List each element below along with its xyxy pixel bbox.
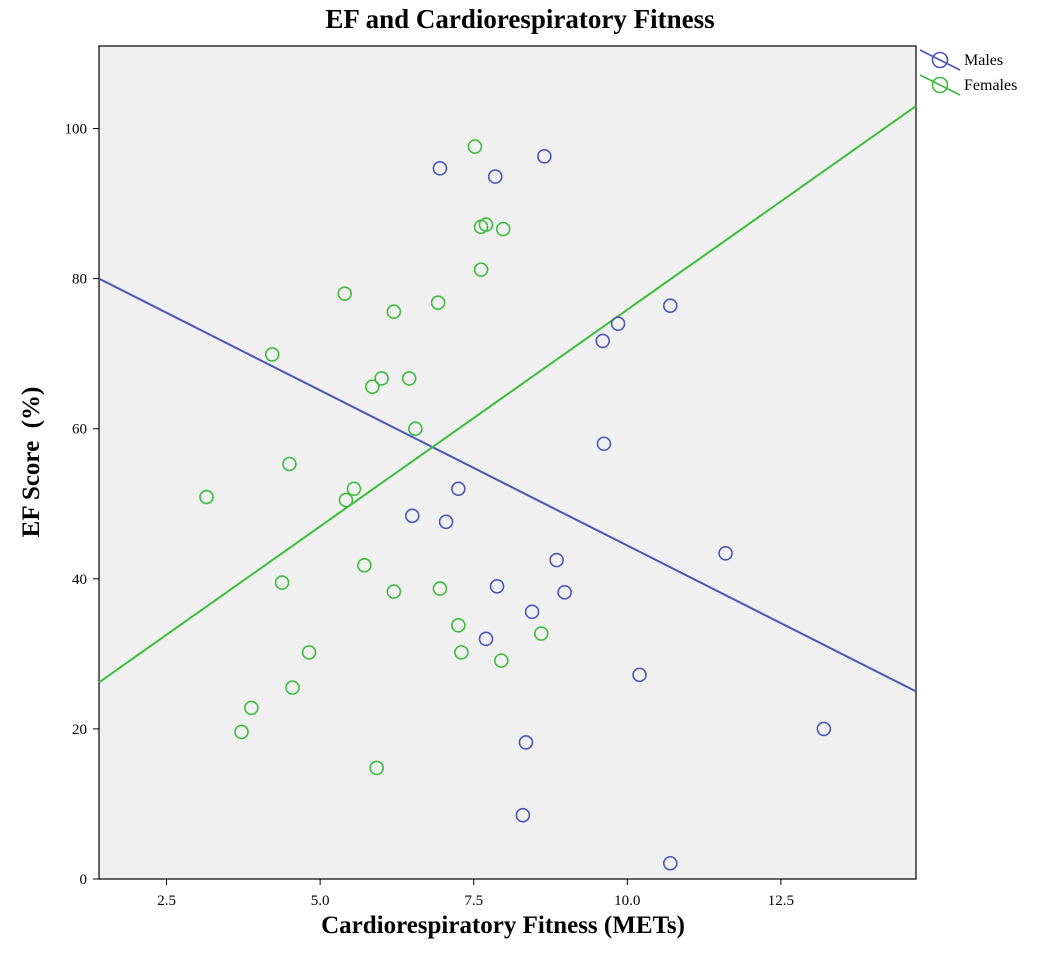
point-females [357,558,372,573]
point-males [596,436,612,452]
y-tick-label: 40 [72,572,87,588]
y-tick-label: 100 [65,122,88,138]
data-points [199,139,832,871]
point-females [369,760,384,776]
y-axis-ticks: 0 20 40 60 80 100 [65,122,99,888]
point-males [816,721,832,737]
y-tick-label: 20 [72,722,87,738]
point-females [432,581,448,596]
point-females [264,347,280,362]
point-females [451,618,466,633]
point-females [285,680,300,695]
point-males [557,585,572,600]
point-males [595,333,611,349]
legend-marker-males [931,51,949,69]
point-males [489,579,505,594]
point-females [234,724,249,740]
point-females [478,217,494,232]
point-females [495,221,511,237]
point-males [518,735,534,750]
point-males [632,667,647,683]
point-females [430,295,446,310]
legend: Males Females [919,49,1017,96]
point-males [515,807,531,823]
fit-line-males [98,277,917,693]
point-males [662,298,678,313]
legend-marker-females [931,76,949,94]
point-females [365,379,380,395]
x-axis-ticks: 2.5 5.0 7.5 10.0 12.5 [157,879,794,909]
point-females [337,286,353,301]
point-females [473,262,489,277]
point-females [533,626,549,641]
chart-title: EF and Cardiorespiratory Fitness [325,4,715,34]
legend-line-females [919,74,961,96]
point-males [610,316,626,331]
point-females [274,575,290,590]
point-females [467,139,483,154]
y-axis-label: EF Score (%) [18,386,45,538]
point-males [549,552,564,568]
point-males [478,631,494,647]
y-tick-label: 60 [72,422,87,438]
point-males [524,604,540,620]
point-males [451,481,466,497]
point-males [537,149,552,164]
x-tick-label: 12.5 [768,893,794,909]
point-females [401,371,417,386]
point-males [718,546,733,561]
legend-line-males [919,49,961,71]
point-females [386,304,402,319]
point-females [199,489,214,505]
x-tick-label: 2.5 [157,893,176,909]
x-axis-label: Cardiorespiratory Fitness (METs) [321,912,685,939]
x-tick-label: 7.5 [464,893,483,909]
fit-lines [98,105,917,693]
point-males [438,514,454,530]
point-males [662,855,678,871]
point-females [386,584,402,599]
legend-label-males: Males [964,52,1003,69]
y-tick-label: 80 [72,272,87,288]
point-females [301,645,317,660]
plot-area [98,45,917,880]
point-females [346,481,362,497]
point-females [408,421,423,437]
legend-label-females: Females [964,77,1017,94]
point-males [487,169,503,184]
point-males [404,508,420,524]
point-males [432,161,448,176]
y-tick-label: 0 [80,872,88,888]
x-tick-label: 5.0 [311,893,330,909]
x-tick-label: 10.0 [614,893,640,909]
point-females [454,645,469,660]
point-females [374,371,389,386]
fit-line-females [98,105,917,684]
point-females [282,456,297,472]
point-females [494,653,509,668]
point-females [338,492,354,508]
point-females [244,700,259,716]
